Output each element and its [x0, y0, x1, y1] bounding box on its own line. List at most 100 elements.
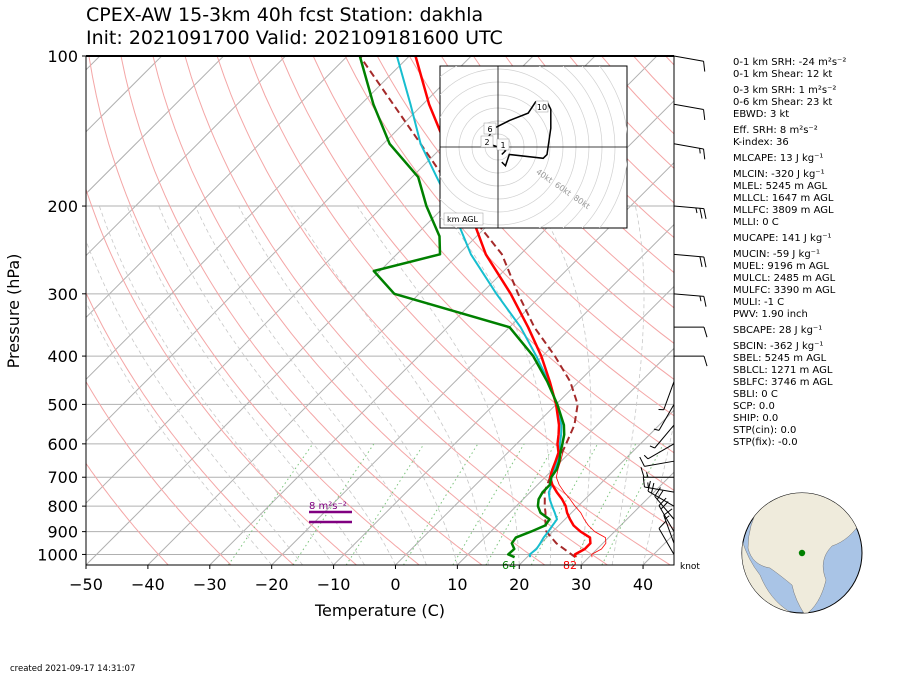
isotherm-line — [395, 285, 674, 565]
stat-line: STP(cin): 0.0 — [733, 425, 797, 436]
wind-barb-flag — [642, 476, 645, 488]
wind-barb-half — [646, 472, 649, 478]
x-tick-label: 10 — [447, 575, 467, 594]
wind-barb-staff — [647, 490, 675, 507]
x-tick-label: −30 — [193, 575, 227, 594]
stat-line: MUEL: 9196 m AGL — [733, 261, 829, 272]
wind-barb-half — [699, 295, 702, 302]
wind-barb-flag — [703, 327, 708, 338]
wind-barb-flag — [656, 490, 664, 500]
y-tick-label: 1000 — [37, 545, 78, 564]
stat-line: SCP: 0.0 — [733, 401, 775, 412]
dry-adiabat-line — [88, 56, 420, 565]
wind-barb-half — [643, 454, 649, 460]
hodograph-footer-box — [443, 212, 484, 226]
dry-adiabat-line — [376, 56, 674, 380]
mixing-ratio-line — [571, 443, 637, 565]
dry-adiabat-line — [216, 56, 671, 565]
wind-barb-staff — [658, 505, 675, 532]
wind-barb-staff — [673, 253, 704, 258]
stat-line: SBEL: 5245 m AGL — [733, 353, 827, 364]
hodograph-height-label: 10 — [537, 103, 547, 112]
hodograph-footer: km AGL — [447, 215, 479, 224]
stat-line: 0-6 km Shear: 23 kt — [733, 97, 833, 108]
wind-barb-flag — [703, 256, 707, 268]
y-tick-label: 600 — [47, 435, 78, 454]
moist-adiabat-line — [98, 205, 334, 565]
mixing-ratio-line — [452, 443, 525, 565]
wind-barb-staff — [673, 143, 704, 150]
mixing-ratio-line — [485, 443, 556, 565]
mixing-ratio-line — [227, 443, 314, 565]
wind-barb-flag — [658, 497, 667, 506]
stat-line: SBCAPE: 28 J kg⁻¹ — [733, 325, 823, 336]
stat-line: PWV: 1.90 inch — [733, 309, 808, 320]
isotherm-line — [86, 56, 224, 195]
moist-adiabat-line — [291, 205, 489, 565]
created-timestamp: created 2021-09-17 14:31:07 — [10, 664, 136, 674]
chart-title-line2: Init: 2021091700 Valid: 202109181600 UTC — [86, 27, 503, 49]
isotherm-line — [457, 347, 674, 565]
moist-adiabat-line — [439, 205, 552, 565]
y-tick-label: 900 — [47, 523, 78, 542]
stat-line: MUCAPE: 141 J kg⁻¹ — [733, 233, 832, 244]
stat-line: STP(fix): -0.0 — [733, 437, 798, 448]
dry-adiabat-line — [184, 56, 608, 565]
chart-title-line1: CPEX-AW 15-3km 40h fcst Station: dakhla — [86, 4, 484, 26]
mixing-ratio-line — [292, 443, 375, 565]
wind-barb-flag — [658, 520, 667, 529]
x-tick-label: −20 — [255, 575, 289, 594]
x-axis-label: Temperature (C) — [314, 601, 445, 620]
station-marker — [798, 549, 806, 557]
y-tick-label: 800 — [47, 497, 78, 516]
wind-barb-staff — [654, 495, 675, 520]
hodograph-height-label: 1 — [500, 141, 505, 150]
wind-barb-staff — [644, 460, 675, 467]
wind-barb-staff — [673, 103, 704, 111]
wind-barb-flag — [639, 456, 645, 467]
dry-adiabat-line — [86, 291, 295, 565]
x-tick-label: 0 — [390, 575, 400, 594]
hodograph-height-label: 6 — [487, 125, 492, 134]
dewpoint-line — [358, 56, 566, 559]
hodograph-height-box — [535, 100, 549, 113]
y-tick-label: 500 — [47, 395, 78, 414]
wind-barb-flag — [703, 296, 707, 307]
dry-adiabat-line — [120, 56, 483, 565]
wind-barb-flag — [703, 355, 708, 367]
wind-units-label: knot — [680, 562, 700, 572]
isotherm-line — [518, 409, 674, 565]
moist-adiabat-line — [611, 205, 645, 565]
wind-barb-staff — [654, 424, 675, 449]
stat-line: MULCL: 2485 m AGL — [733, 273, 836, 284]
dry-adiabat-line — [86, 380, 232, 565]
moist-adiabat-line — [194, 205, 427, 565]
mixing-ratio-line — [403, 443, 479, 565]
wind-barb-flag — [640, 467, 645, 478]
moist-adiabat-line — [86, 301, 273, 565]
stat-line: MUCIN: -59 J kg⁻¹ — [733, 249, 820, 260]
wind-barb-half — [653, 428, 660, 431]
x-tick-label: −50 — [69, 575, 103, 594]
stat-line: 0-3 km SRH: 1 m²s⁻² — [733, 85, 837, 96]
wind-barb-staff — [673, 205, 704, 210]
stat-line: MLCAPE: 13 J kg⁻¹ — [733, 153, 824, 164]
wind-barb-flag — [654, 487, 661, 497]
y-tick-label: 100 — [47, 47, 78, 66]
y-tick-label: 700 — [47, 468, 78, 487]
hodograph-height-label: 2 — [484, 138, 489, 147]
wind-barb-flag — [703, 109, 706, 120]
dry-adiabat-line — [312, 56, 674, 454]
y-tick-label: 200 — [47, 197, 78, 216]
temperature-line — [414, 56, 592, 558]
wind-barb-flag — [703, 148, 706, 160]
y-tick-label: 400 — [47, 347, 78, 366]
stat-line: SBLCL: 1271 m AGL — [733, 365, 833, 376]
stat-line: EBWD: 3 kt — [733, 109, 790, 120]
stat-line: MLLFC: 3809 m AGL — [733, 205, 834, 216]
mixing-ratio-line — [530, 443, 599, 565]
dry-adiabat-line — [440, 56, 674, 309]
srh-label: 8 m²s⁻² — [309, 501, 347, 512]
wind-barb-flag — [699, 256, 703, 267]
dry-adiabat-line — [472, 56, 674, 274]
